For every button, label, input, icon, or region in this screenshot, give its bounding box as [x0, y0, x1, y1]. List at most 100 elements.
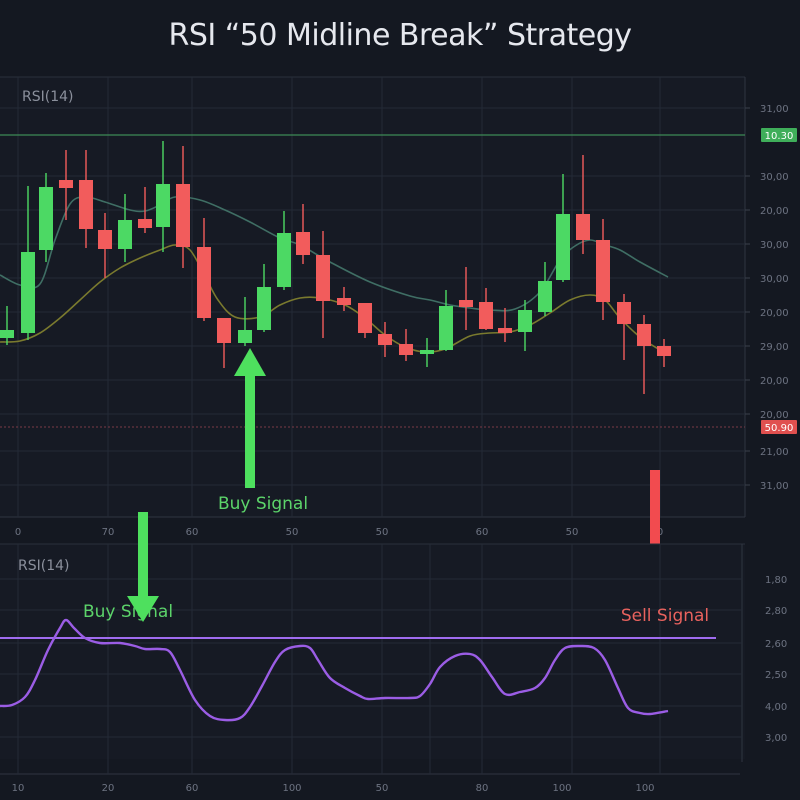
badge-label: 10.30: [765, 131, 794, 142]
x-axis-label: 0: [15, 527, 21, 538]
y-axis-label: 2,80: [765, 606, 787, 617]
candle-body: [479, 302, 493, 329]
arrow-down-icon: [127, 596, 159, 622]
y-axis-label: 2,60: [765, 639, 787, 650]
candle-body: [420, 350, 434, 354]
x-axis-label: 60: [476, 527, 489, 538]
x-axis-label: 100: [552, 783, 571, 794]
candle-body: [21, 252, 35, 333]
bear-candle: [617, 294, 631, 360]
arrow-up-icon: [234, 348, 266, 376]
bear-candle: [498, 308, 512, 342]
y-axis-label: 30,00: [760, 240, 789, 251]
candle-body: [79, 180, 93, 229]
y-axis-label: 30,00: [760, 172, 789, 183]
candle-body: [498, 328, 512, 333]
arrow-shaft: [650, 470, 660, 564]
candle-body: [596, 240, 610, 302]
bear-candle: [79, 150, 93, 248]
x-axis-label: 20: [102, 783, 115, 794]
buy-signal-arrow-rsi: [127, 512, 159, 622]
candle-body: [39, 187, 53, 250]
bear-candle: [637, 315, 651, 394]
bear-candle: [217, 318, 231, 368]
y-axis-label: 20,00: [760, 308, 789, 319]
bear-candle: [657, 339, 671, 367]
price-badge: 10.30: [761, 128, 797, 142]
y-axis-label: 31,00: [760, 104, 789, 115]
price-pane: 31,00 30,00 20,00 30,00 30,00 20,00 29,00 20,00…: [0, 76, 797, 518]
candle-body: [439, 306, 453, 350]
x-axis-label: 50: [376, 783, 389, 794]
bull-candle: [257, 264, 271, 332]
price-badge: 50.90: [761, 420, 797, 434]
arrow-shaft: [138, 512, 148, 598]
candle-body: [459, 300, 473, 307]
bull-candle: [556, 174, 570, 282]
y-axis-label: 3,00: [765, 733, 787, 744]
candle-body: [138, 219, 152, 228]
bear-candle: [337, 287, 351, 311]
candle-body: [378, 334, 392, 345]
bear-candle: [176, 146, 190, 268]
chart-title: RSI “50 Midline Break” Strategy: [168, 18, 632, 53]
bear-candle: [197, 218, 211, 321]
candle-body: [576, 214, 590, 240]
buy-signal-arrow: [234, 348, 266, 488]
bull-candle: [39, 173, 53, 262]
x-axis-label: 100: [282, 783, 301, 794]
x-axis-label: 50: [286, 527, 299, 538]
candle-body: [316, 255, 330, 301]
x-axis-label: 10: [12, 783, 25, 794]
bull-candle: [538, 262, 552, 316]
candle-body: [0, 330, 14, 338]
badge-label: 50.90: [765, 423, 794, 434]
candle-body: [399, 344, 413, 355]
candle-body: [337, 298, 351, 305]
bear-candle: [358, 303, 372, 338]
candle-body: [98, 230, 112, 249]
y-axis-label: 1,80: [765, 575, 787, 586]
y-axis-label: 20,00: [760, 376, 789, 387]
y-axis-label: 4,00: [765, 702, 787, 713]
y-axis-label: 21,00: [760, 447, 789, 458]
x-axis-label: 70: [102, 527, 115, 538]
x-axis-label: 60: [186, 783, 199, 794]
badge-bg: [761, 420, 797, 434]
bear-candle: [596, 219, 610, 320]
bear-candle: [316, 231, 330, 338]
candle-body: [617, 302, 631, 324]
candle-body: [238, 330, 252, 343]
bull-candle: [277, 211, 291, 290]
candle-body: [277, 233, 291, 287]
candle-body: [217, 318, 231, 343]
arrow-shaft: [245, 374, 255, 488]
bull-candle: [156, 141, 170, 252]
bear-candle: [59, 150, 73, 220]
bear-candle: [576, 155, 590, 254]
bull-candle: [118, 194, 132, 262]
bull-candle: [238, 297, 252, 346]
candle-body: [637, 324, 651, 346]
price-pane-bg: [0, 77, 745, 517]
x-axis-label: 100: [635, 783, 654, 794]
x-axis-label: 50: [566, 527, 579, 538]
pane-label: RSI(14): [22, 89, 73, 105]
y-axis-label: 20,00: [760, 410, 789, 421]
candle-body: [257, 287, 271, 330]
candle-body: [556, 214, 570, 280]
bull-candle: [420, 338, 434, 367]
candle-body: [156, 184, 170, 227]
buy-signal-label: Buy Signal: [83, 602, 173, 622]
rsi-pane: 1,80 2,80 2,60 2,50 4,00 3,00 RSI(14) Buy Signa…: [0, 543, 787, 775]
x-axis-label: 60: [186, 527, 199, 538]
bear-candle: [378, 322, 392, 357]
badge-bg: [761, 128, 797, 142]
y-axis-label: 29,00: [760, 342, 789, 353]
candle-body: [176, 184, 190, 247]
y-axis-label: 20,00: [760, 206, 789, 217]
candle-body: [538, 281, 552, 312]
x-axis-label: 50: [376, 527, 389, 538]
buy-signal-label: Buy Signal: [218, 494, 308, 514]
bull-candle: [518, 300, 532, 351]
